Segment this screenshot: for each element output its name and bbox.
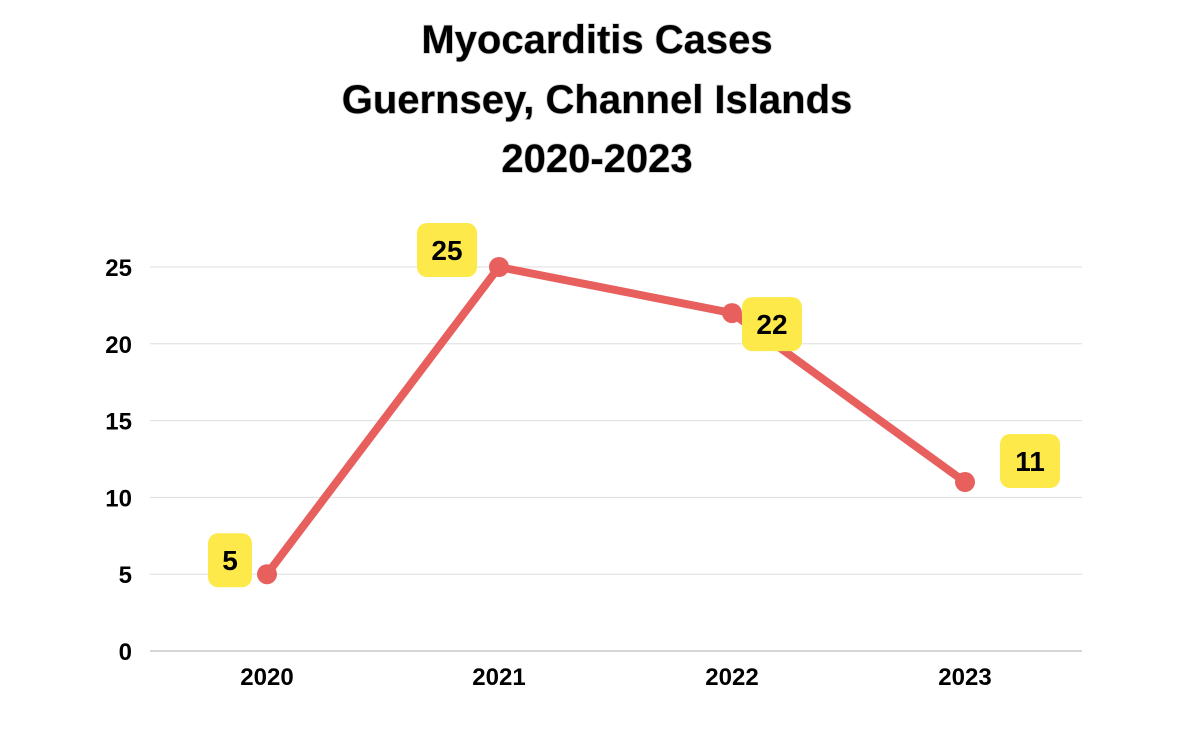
y-tick-label: 25 <box>105 255 132 282</box>
gridlines <box>150 266 1082 652</box>
chart-title-line-3: 2020-2023 <box>501 137 692 181</box>
y-axis-tick-labels: 0 5 10 15 20 25 <box>105 255 132 666</box>
y-tick-label: 5 <box>119 562 132 589</box>
data-point <box>489 257 509 277</box>
y-tick-label: 0 <box>119 639 132 666</box>
series-line-path <box>263 263 969 579</box>
data-label: 22 <box>742 297 802 352</box>
x-axis-tick-labels: 2020 2021 2022 2023 <box>240 664 991 691</box>
y-tick-label: 20 <box>105 332 132 359</box>
data-label: 5 <box>208 533 252 588</box>
x-tick-label: 2020 <box>240 664 293 691</box>
x-tick-label: 2022 <box>705 664 758 691</box>
series-line <box>257 257 975 585</box>
data-label-background <box>1000 434 1060 489</box>
data-point <box>955 472 975 493</box>
data-label-background <box>742 297 802 352</box>
data-label-text: 22 <box>756 309 787 340</box>
y-tick-label: 10 <box>105 485 132 512</box>
y-tick-label: 15 <box>105 409 132 436</box>
x-tick-label: 2021 <box>472 664 525 691</box>
data-label-text: 25 <box>431 235 462 266</box>
data-label-text: 11 <box>1015 446 1045 477</box>
data-label: 25 <box>417 223 477 277</box>
data-label-background <box>417 223 477 277</box>
x-tick-label: 2023 <box>938 664 991 691</box>
chart-title: Myocarditis Cases Guernsey, Channel Isla… <box>341 17 853 182</box>
data-label-background <box>208 533 252 588</box>
chart-title-line-1: Myocarditis Cases <box>421 18 772 62</box>
data-label-text: 5 <box>222 545 238 576</box>
data-point <box>722 303 742 324</box>
chart-title-line-2: Guernsey, Channel Islands <box>342 78 853 122</box>
data-label: 11 <box>1000 434 1060 489</box>
data-labels: 5 25 22 11 <box>208 223 1060 588</box>
data-point <box>257 564 277 585</box>
